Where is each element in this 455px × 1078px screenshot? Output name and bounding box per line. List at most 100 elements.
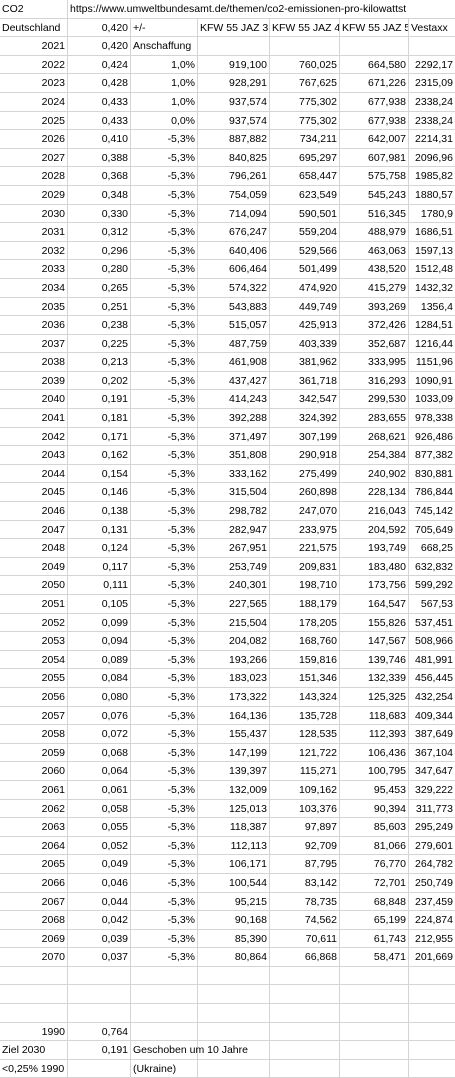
cell-co2-factor[interactable]: 0,037 bbox=[68, 948, 131, 966]
cell-kfw55-jaz5[interactable]: 415,279 bbox=[340, 278, 409, 297]
cell-kfw55-jaz4[interactable]: 66,868 bbox=[270, 948, 340, 966]
cell-change[interactable]: 0,0% bbox=[131, 111, 198, 130]
cell-year[interactable]: 2043 bbox=[0, 446, 68, 464]
cell-co2-factor[interactable]: 0,039 bbox=[68, 929, 131, 948]
empty-cell[interactable] bbox=[68, 1004, 131, 1022]
empty-cell[interactable] bbox=[340, 1059, 409, 1078]
cell-kfw55-jaz5[interactable]: 299,530 bbox=[340, 390, 409, 409]
cell-change[interactable]: -5,3% bbox=[131, 483, 198, 502]
cell-co2-factor[interactable]: 0,368 bbox=[68, 167, 131, 185]
cell-kfw55-jaz3[interactable]: 118,387 bbox=[198, 818, 270, 836]
cell-co2-factor[interactable]: 0,433 bbox=[68, 111, 131, 130]
cell-vestaxx-header[interactable]: Vestaxx bbox=[411, 21, 448, 34]
empty-cell[interactable] bbox=[68, 1059, 131, 1078]
cell-co2-factor[interactable]: 0,049 bbox=[68, 855, 131, 873]
cell-vestaxx[interactable]: 786,844 bbox=[415, 486, 453, 499]
cell-co2-factor[interactable]: 0,162 bbox=[68, 446, 131, 464]
cell-change[interactable]: -5,3% bbox=[131, 334, 198, 353]
cell-kfw55-jaz4[interactable]: 198,710 bbox=[270, 576, 340, 594]
cell-change[interactable]: -5,3% bbox=[131, 464, 198, 483]
empty-cell[interactable] bbox=[198, 1059, 270, 1078]
empty-cell[interactable] bbox=[270, 1041, 340, 1059]
cell-kfw55-jaz3[interactable]: 267,951 bbox=[198, 539, 270, 557]
cell-kfw55-jaz3[interactable]: 392,288 bbox=[198, 409, 270, 427]
cell-change[interactable]: -5,3% bbox=[131, 297, 198, 316]
cell-kfw55-jaz3[interactable]: 928,291 bbox=[198, 74, 270, 92]
cell-year[interactable]: 2070 bbox=[0, 948, 68, 966]
cell-year[interactable]: 2041 bbox=[0, 409, 68, 427]
empty-cell[interactable] bbox=[340, 1041, 409, 1059]
cell-ukraine-note[interactable]: (Ukraine) bbox=[131, 1059, 198, 1078]
cell-kfw55-jaz3[interactable]: 155,437 bbox=[198, 725, 270, 743]
cell-change[interactable]: -5,3% bbox=[131, 762, 198, 780]
cell-kfw55-jaz5[interactable]: 112,393 bbox=[340, 725, 409, 743]
cell-kfw55-jaz3[interactable]: 125,013 bbox=[198, 799, 270, 818]
cell-co2-factor[interactable]: 0,171 bbox=[68, 427, 131, 446]
cell-year[interactable]: 2057 bbox=[0, 706, 68, 725]
cell-year[interactable]: 2033 bbox=[0, 260, 68, 278]
cell-kfw55-jaz5[interactable]: 228,134 bbox=[340, 483, 409, 502]
cell-kfw55-jaz4[interactable]: 128,535 bbox=[270, 725, 340, 743]
cell-vestaxx[interactable]: 1597,13 bbox=[415, 244, 453, 257]
cell-change[interactable]: -5,3% bbox=[131, 929, 198, 948]
cell-kfw55-jaz3[interactable]: 371,497 bbox=[198, 427, 270, 446]
cell-kfw55-jaz5[interactable]: 352,687 bbox=[340, 334, 409, 353]
cell-vestaxx[interactable]: 1880,57 bbox=[415, 188, 453, 201]
cell-year[interactable]: 2038 bbox=[0, 353, 68, 371]
cell-ziel-label[interactable]: Ziel 2030 bbox=[0, 1041, 68, 1059]
cell-year[interactable]: 2021 bbox=[0, 37, 68, 55]
cell-co2-factor[interactable]: 0,420 bbox=[68, 37, 131, 55]
cell-kfw55-jaz3[interactable]: 298,782 bbox=[198, 502, 270, 520]
cell-kfw55-jaz3[interactable]: 840,825 bbox=[198, 148, 270, 167]
cell-vestaxx[interactable]: 250,749 bbox=[415, 876, 453, 889]
cell-co2-factor[interactable]: 0,099 bbox=[68, 613, 131, 632]
cell-year[interactable]: 2060 bbox=[0, 762, 68, 780]
cell-vestaxx[interactable]: 2315,09 bbox=[415, 77, 453, 90]
cell-kfw55-jaz3[interactable]: 315,504 bbox=[198, 483, 270, 502]
cell-vestaxx[interactable]: 311,773 bbox=[415, 802, 453, 815]
cell-kfw55-jaz4[interactable]: 307,199 bbox=[270, 427, 340, 446]
cell-change[interactable]: -5,3% bbox=[131, 260, 198, 278]
cell-change[interactable]: -5,3% bbox=[131, 650, 198, 669]
cell-year[interactable]: 2039 bbox=[0, 371, 68, 390]
cell-kfw55-jaz4[interactable]: 324,392 bbox=[270, 409, 340, 427]
cell-ziel-note[interactable]: Geschoben um 10 Jahre bbox=[131, 1041, 248, 1059]
cell-change[interactable]: -5,3% bbox=[131, 148, 198, 167]
cell-year[interactable]: 2037 bbox=[0, 334, 68, 353]
cell-vestaxx[interactable]: 1090,91 bbox=[415, 374, 453, 387]
cell-vestaxx[interactable]: 537,451 bbox=[415, 616, 453, 629]
cell-year[interactable]: 2053 bbox=[0, 632, 68, 650]
cell-co2-factor[interactable]: 0,181 bbox=[68, 409, 131, 427]
cell-change[interactable]: -5,3% bbox=[131, 223, 198, 241]
cell-kfw55-jaz3[interactable]: 227,565 bbox=[198, 595, 270, 613]
cell-kfw55-jaz3[interactable]: 606,464 bbox=[198, 260, 270, 278]
cell-kfw55-jaz4[interactable]: 233,975 bbox=[270, 520, 340, 539]
cell-year[interactable]: 2058 bbox=[0, 725, 68, 743]
cell-kfw55-jaz3[interactable]: 414,243 bbox=[198, 390, 270, 409]
cell-co2-factor[interactable]: 0,131 bbox=[68, 520, 131, 539]
cell-kfw55-jaz3[interactable]: 85,390 bbox=[198, 929, 270, 948]
empty-cell[interactable] bbox=[68, 966, 131, 985]
cell-kfw55-jaz3[interactable]: 461,908 bbox=[198, 353, 270, 371]
empty-cell[interactable] bbox=[270, 1022, 340, 1041]
cell-co2-factor[interactable]: 0,111 bbox=[68, 576, 131, 594]
cell-kfw55-jaz3[interactable]: 204,082 bbox=[198, 632, 270, 650]
cell-kfw55-jaz5[interactable]: 164,547 bbox=[340, 595, 409, 613]
empty-cell[interactable] bbox=[131, 966, 198, 985]
cell-co2-factor[interactable]: 0,424 bbox=[68, 55, 131, 74]
cell-co2-factor[interactable]: 0,213 bbox=[68, 353, 131, 371]
empty-cell[interactable] bbox=[131, 985, 198, 1004]
cell-kfw55-jaz3[interactable]: 887,882 bbox=[198, 130, 270, 148]
cell-1990-value[interactable]: 0,764 bbox=[68, 1022, 131, 1041]
empty-cell[interactable] bbox=[270, 1059, 340, 1078]
cell-kfw55-jaz3[interactable]: 215,504 bbox=[198, 613, 270, 632]
empty-cell[interactable] bbox=[340, 966, 409, 985]
cell-kfw55-jaz5-header[interactable]: KFW 55 JAZ 5 bbox=[340, 18, 409, 37]
cell-kfw55-jaz4[interactable]: 78,735 bbox=[270, 892, 340, 911]
cell-change[interactable]: -5,3% bbox=[131, 390, 198, 409]
empty-cell[interactable] bbox=[198, 966, 270, 985]
cell-co2-factor[interactable]: 0,124 bbox=[68, 539, 131, 557]
cell-change[interactable]: -5,3% bbox=[131, 669, 198, 687]
cell-change[interactable]: -5,3% bbox=[131, 911, 198, 929]
cell-kfw55-jaz5[interactable]: 516,345 bbox=[340, 204, 409, 223]
